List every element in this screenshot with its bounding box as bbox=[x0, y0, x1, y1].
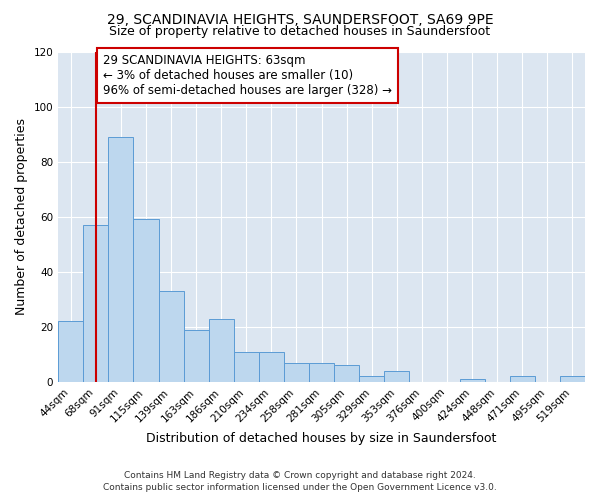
Bar bbox=[209, 318, 234, 382]
Bar bbox=[133, 220, 158, 382]
Bar bbox=[560, 376, 585, 382]
Y-axis label: Number of detached properties: Number of detached properties bbox=[15, 118, 28, 315]
Bar bbox=[184, 330, 209, 382]
Bar bbox=[158, 291, 184, 382]
Bar bbox=[309, 362, 334, 382]
Bar bbox=[234, 352, 259, 382]
Bar bbox=[58, 322, 83, 382]
Bar bbox=[359, 376, 385, 382]
Bar bbox=[385, 371, 409, 382]
Text: Size of property relative to detached houses in Saundersfoot: Size of property relative to detached ho… bbox=[109, 25, 491, 38]
Bar bbox=[460, 379, 485, 382]
Text: Contains HM Land Registry data © Crown copyright and database right 2024.
Contai: Contains HM Land Registry data © Crown c… bbox=[103, 471, 497, 492]
Bar bbox=[259, 352, 284, 382]
Bar bbox=[510, 376, 535, 382]
Bar bbox=[83, 225, 109, 382]
Text: 29 SCANDINAVIA HEIGHTS: 63sqm
← 3% of detached houses are smaller (10)
96% of se: 29 SCANDINAVIA HEIGHTS: 63sqm ← 3% of de… bbox=[103, 54, 392, 98]
Bar bbox=[284, 362, 309, 382]
X-axis label: Distribution of detached houses by size in Saundersfoot: Distribution of detached houses by size … bbox=[146, 432, 497, 445]
Bar bbox=[334, 366, 359, 382]
Bar bbox=[109, 137, 133, 382]
Text: 29, SCANDINAVIA HEIGHTS, SAUNDERSFOOT, SA69 9PE: 29, SCANDINAVIA HEIGHTS, SAUNDERSFOOT, S… bbox=[107, 12, 493, 26]
